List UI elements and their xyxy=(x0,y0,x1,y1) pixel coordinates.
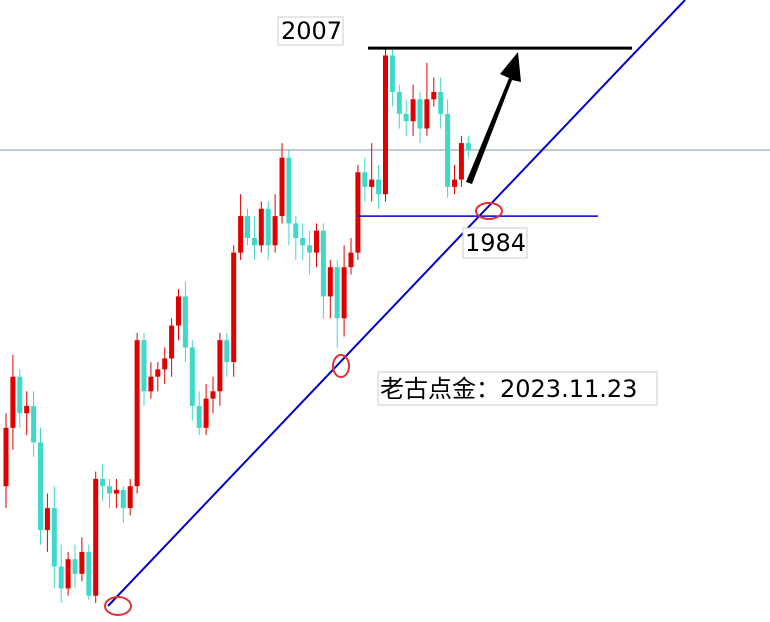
label-box xyxy=(377,371,658,406)
candle-body xyxy=(431,91,437,100)
candle-body xyxy=(452,179,457,187)
circle-marker xyxy=(475,202,503,220)
candle-body xyxy=(210,391,216,399)
candle-body xyxy=(458,143,464,180)
candle-body xyxy=(24,405,30,414)
candle-body xyxy=(72,559,78,574)
candle-body xyxy=(17,376,23,414)
candle-body xyxy=(362,172,368,187)
candle-body xyxy=(203,398,209,428)
circle-marker xyxy=(332,354,350,378)
candle-body xyxy=(169,325,175,359)
candle-body xyxy=(155,369,161,377)
annotation: 老古点金：2023.11.23 xyxy=(380,375,637,403)
candle-body xyxy=(176,296,181,326)
candle-body xyxy=(65,559,71,589)
candle-body xyxy=(286,157,292,224)
candle-body xyxy=(314,230,319,253)
candle-body xyxy=(258,208,264,246)
candle-body xyxy=(403,113,409,122)
arrow xyxy=(466,52,521,184)
candle-body xyxy=(10,376,16,428)
circle-marker xyxy=(104,596,132,616)
candle-body xyxy=(300,237,306,246)
candle-body xyxy=(307,245,313,253)
candle-body xyxy=(44,508,50,531)
candle-body xyxy=(182,296,188,348)
candle-body xyxy=(93,478,99,596)
candle-body xyxy=(141,340,147,392)
candle-body xyxy=(327,267,333,297)
candle-body xyxy=(272,216,278,246)
candle-body xyxy=(417,99,423,129)
candles xyxy=(3,48,471,604)
candle-body xyxy=(38,442,43,531)
candle-body xyxy=(120,489,126,509)
candle-body xyxy=(341,267,347,319)
candle-body xyxy=(396,91,402,114)
candle-body xyxy=(465,143,471,151)
trend-line xyxy=(107,0,686,607)
candle-body xyxy=(217,340,223,392)
candle-body xyxy=(31,405,37,443)
levels xyxy=(358,46,632,217)
level-label: 1984 xyxy=(465,229,526,257)
candle-body xyxy=(279,157,285,217)
candle-body xyxy=(79,551,85,574)
candle-body xyxy=(438,91,444,114)
candle-body xyxy=(320,230,326,297)
candle-body xyxy=(334,267,340,319)
candle-body xyxy=(348,252,354,268)
candle-body xyxy=(389,55,395,92)
level-label: 2007 xyxy=(281,17,342,45)
candle-body xyxy=(383,55,388,195)
candle-body xyxy=(376,179,382,195)
candle-body xyxy=(162,358,168,370)
candle-body xyxy=(189,347,195,406)
label-box xyxy=(462,227,528,259)
candle-body xyxy=(231,252,237,363)
candle-body xyxy=(355,172,361,253)
candle-body xyxy=(410,99,416,122)
candle-body xyxy=(245,216,250,238)
candle-body xyxy=(127,486,133,509)
candle-body xyxy=(134,340,140,487)
candle-body xyxy=(3,427,9,487)
candle-body xyxy=(238,216,244,253)
candle-body xyxy=(148,376,154,392)
candle-body xyxy=(251,237,257,246)
candle-body xyxy=(445,113,451,187)
candle-body xyxy=(51,508,57,567)
candle-body xyxy=(265,208,271,246)
candle-body xyxy=(369,179,375,187)
candle-body xyxy=(196,405,202,428)
candle-body xyxy=(86,551,92,596)
candle-body xyxy=(58,566,64,589)
label-box xyxy=(277,16,344,46)
candle-body xyxy=(107,486,112,494)
candle-body xyxy=(293,223,299,238)
candle-body xyxy=(224,340,230,363)
candle-body xyxy=(113,489,119,494)
candle-body xyxy=(100,478,106,487)
candle-body xyxy=(424,99,430,129)
